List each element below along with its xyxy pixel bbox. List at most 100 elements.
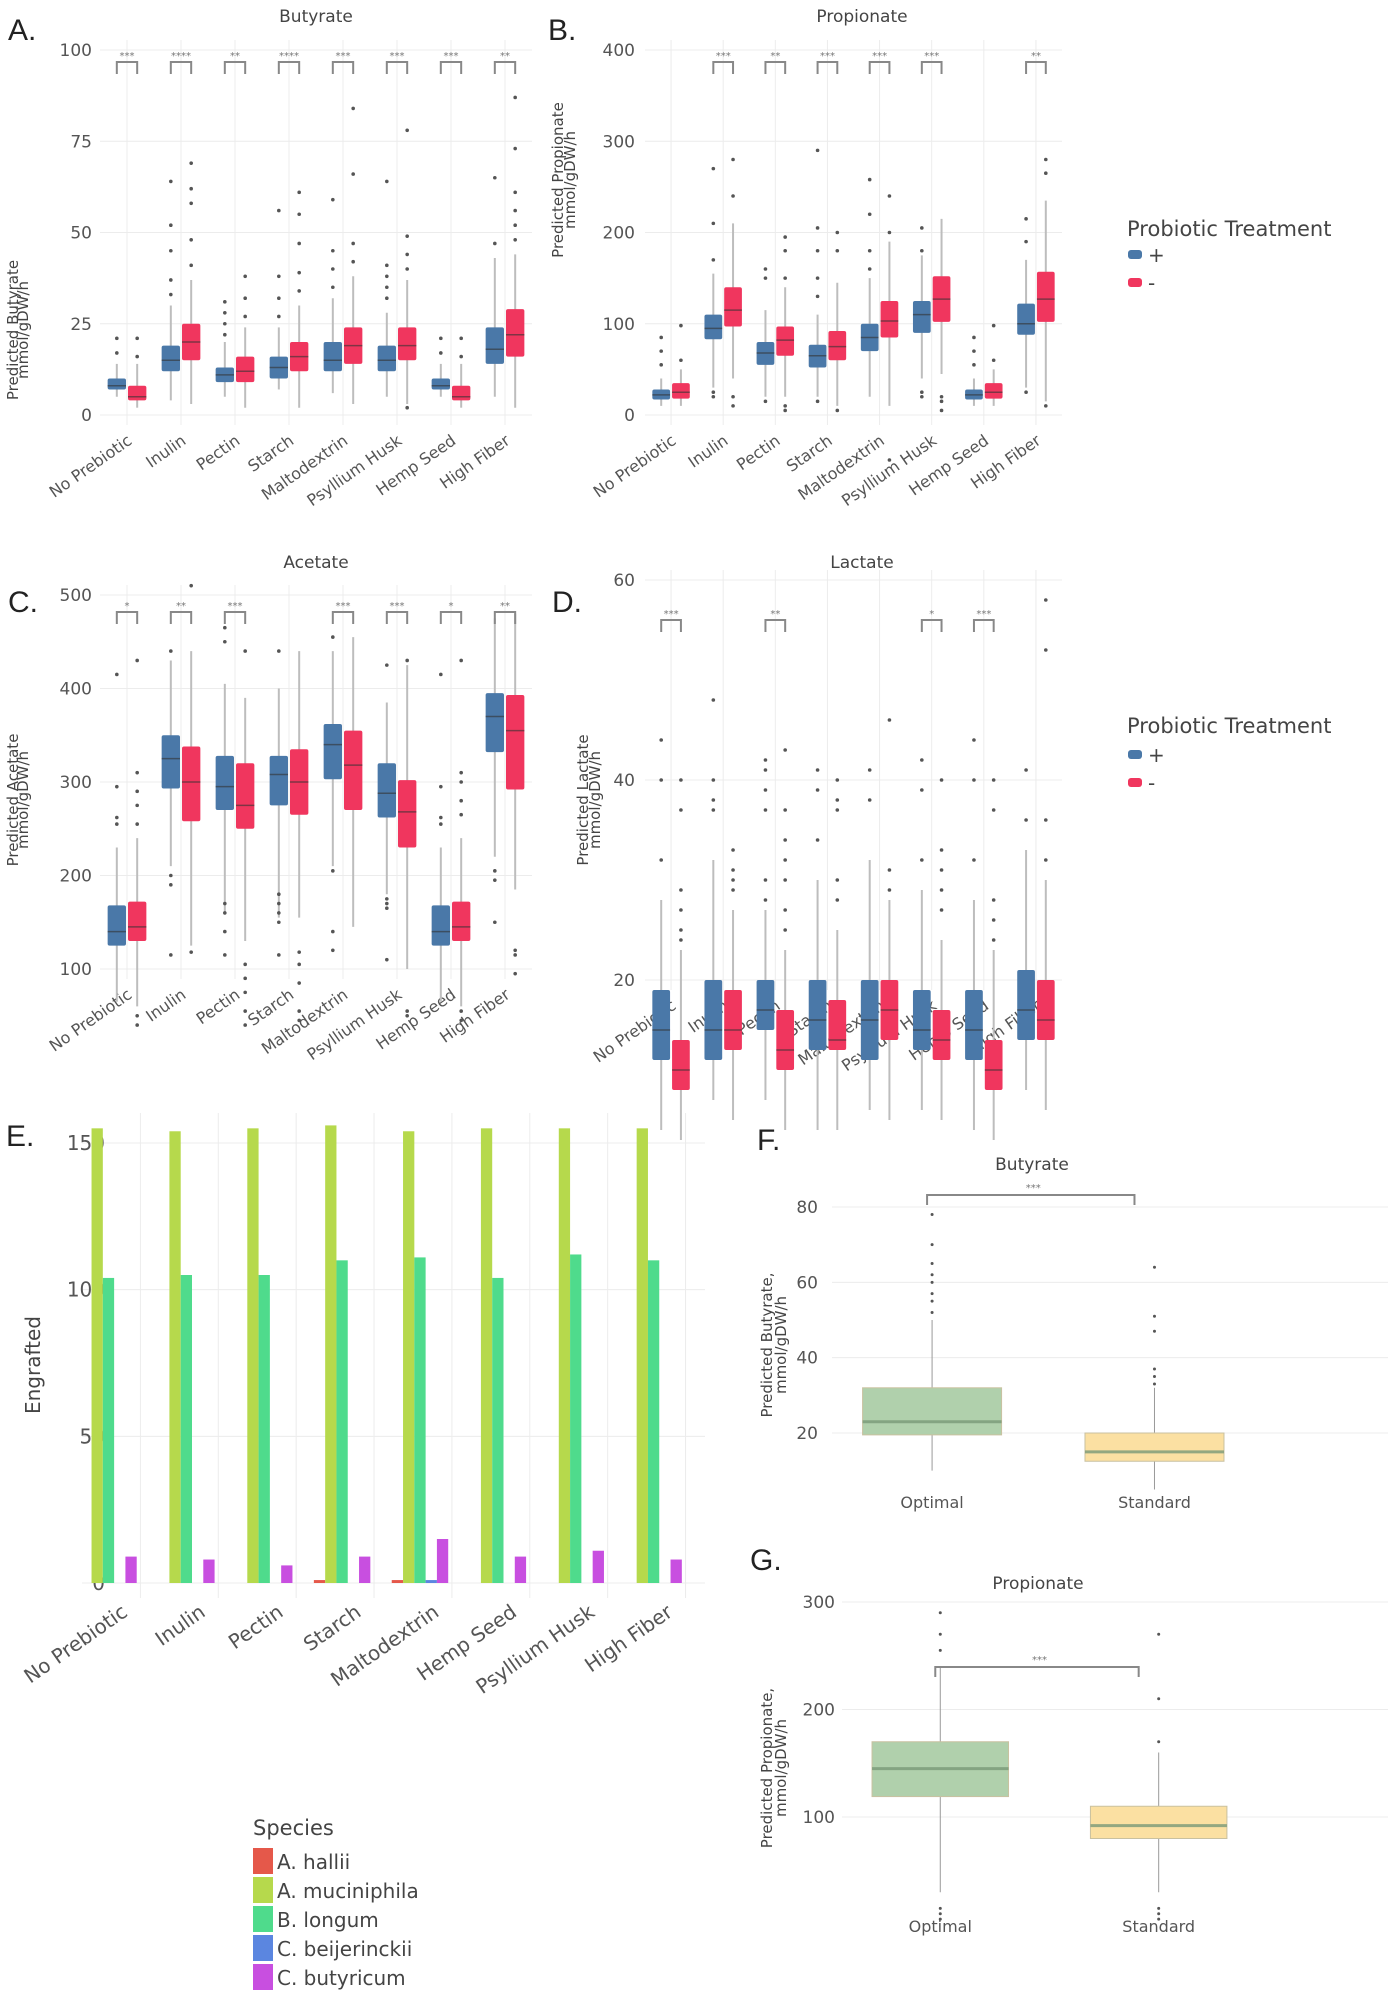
outlier-point: [991, 808, 996, 812]
outlier-point: [659, 858, 664, 862]
bar-b-longum: [258, 1275, 270, 1583]
bar-c-butyricum: [203, 1559, 215, 1583]
significance-bracket: [223, 61, 247, 74]
y-tick-label: 20: [796, 1424, 818, 1444]
box-plus: [161, 345, 180, 372]
outlier-point: [783, 838, 787, 842]
outlier-point: [459, 770, 463, 775]
outlier-point: [243, 1009, 247, 1013]
y-tick-label: 400: [603, 41, 635, 61]
outlier-point: [867, 768, 872, 772]
panel-label-g: G.: [750, 1544, 782, 1577]
outlier-point: [930, 1243, 934, 1247]
outlier-point: [731, 868, 735, 872]
significance-label: ***: [336, 601, 351, 612]
outlier-point: [711, 166, 716, 171]
outlier-point: [223, 953, 227, 957]
panel-label-b: B.: [548, 14, 576, 47]
significance-label: ***: [336, 51, 351, 62]
outlier-point: [815, 838, 820, 842]
significance-label: **: [770, 609, 780, 620]
outlier-point: [835, 408, 840, 413]
bar-a-muciniphila: [636, 1128, 648, 1583]
outlier-point: [867, 177, 872, 182]
outlier-point: [439, 336, 443, 341]
panel-g-title: Propionate: [992, 1574, 1083, 1594]
outlier-point: [277, 901, 281, 906]
outlier-point: [189, 161, 193, 165]
outlier-point: [783, 276, 787, 280]
outlier-point: [711, 808, 716, 812]
outlier-point: [815, 788, 820, 792]
outlier-point: [459, 658, 463, 663]
outlier-point: [169, 953, 173, 957]
outlier-point: [331, 635, 335, 639]
legend-label-c-beijerinckii: C. beijerinckii: [277, 1937, 412, 1961]
box-minus: [984, 1040, 1003, 1090]
outlier-point: [972, 335, 976, 340]
box-minus: [182, 746, 201, 822]
significance-bracket: [169, 611, 193, 624]
y-axis-title: Predicted Butyrate,: [758, 1273, 776, 1418]
outlier-point: [169, 248, 173, 253]
y-tick-label: 200: [603, 224, 635, 244]
outlier-point: [115, 336, 119, 341]
outlier-point: [513, 146, 517, 151]
outlier-point: [938, 1632, 942, 1636]
outlier-point: [731, 157, 735, 162]
outlier-point: [277, 649, 281, 653]
significance-label: ***: [872, 51, 887, 62]
outlier-point: [277, 274, 281, 279]
outlier-point: [763, 267, 768, 271]
outlier-point: [439, 672, 443, 677]
legend-swatch-a-muciniphila: [253, 1877, 273, 1903]
outlier-point: [385, 285, 389, 290]
outlier-point: [991, 778, 996, 782]
outlier-point: [459, 798, 463, 803]
box-plus: [912, 990, 931, 1050]
outlier-point: [351, 106, 355, 111]
significance-bracket: [712, 61, 735, 74]
y-tick-label: 300: [603, 132, 635, 152]
outlier-point: [783, 858, 787, 862]
outlier-point: [991, 358, 996, 363]
outlier-point: [223, 311, 227, 315]
outlier-point: [930, 1273, 934, 1277]
outlier-point: [115, 815, 119, 820]
outlier-point: [1157, 1740, 1161, 1744]
outlier-point: [297, 950, 301, 954]
x-tick-label: Starch: [299, 1599, 365, 1656]
outlier-point: [711, 698, 716, 702]
outlier-point: [659, 335, 664, 340]
panel-label-f: F.: [757, 1124, 780, 1157]
significance-label: ***: [390, 51, 405, 62]
outlier-point: [223, 300, 227, 304]
bar-a-muciniphila: [480, 1128, 493, 1583]
outlier-point: [135, 803, 139, 808]
outlier-point: [297, 289, 301, 293]
significance-label: ***: [716, 51, 731, 62]
significance-label: ***: [820, 51, 835, 62]
outlier-point: [867, 248, 872, 253]
significance-label: ***: [664, 609, 679, 620]
outlier-point: [513, 190, 517, 195]
box-plus: [269, 755, 288, 806]
outlier-point: [887, 230, 892, 235]
outlier-point: [783, 808, 787, 812]
outlier-point: [887, 458, 892, 462]
box-plus: [431, 378, 450, 390]
box-plus: [756, 980, 775, 1030]
outlier-point: [331, 869, 335, 873]
outlier-point: [763, 898, 768, 902]
outlier-point: [439, 351, 443, 355]
outlier-point: [815, 768, 820, 772]
x-tick-label: Pectin: [733, 431, 784, 474]
panel-d-title: Lactate: [830, 553, 893, 573]
outlier-point: [887, 718, 892, 722]
x-tick-label: No Prebiotic: [46, 985, 136, 1056]
outlier-point: [815, 248, 820, 253]
outlier-point: [920, 394, 924, 399]
box-minus: [672, 383, 690, 399]
outlier-point: [867, 212, 872, 217]
box-minus: [776, 1010, 795, 1070]
